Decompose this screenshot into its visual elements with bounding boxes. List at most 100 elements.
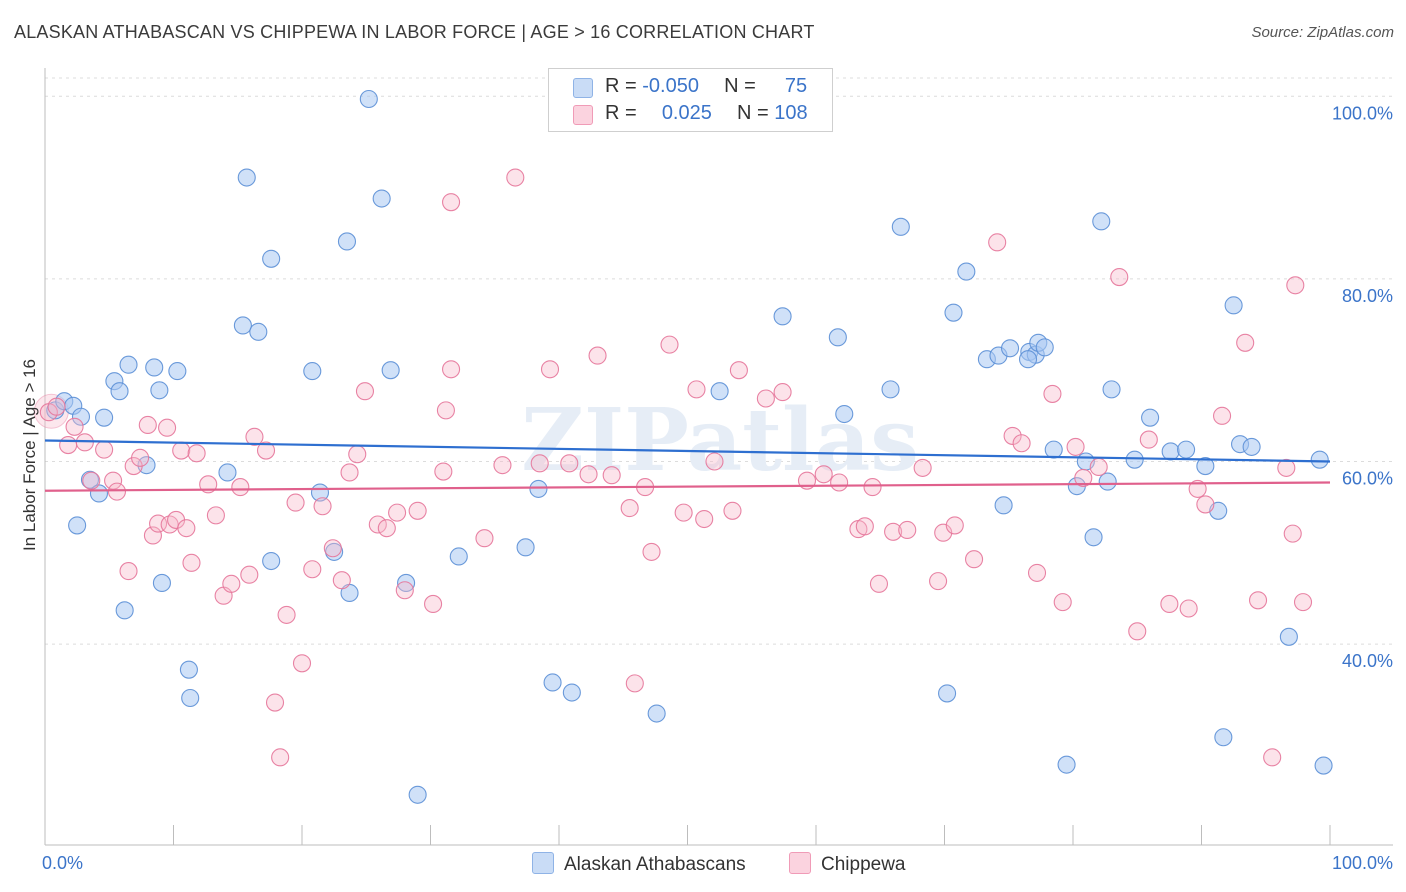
- chippewa-point: [1066, 437, 1085, 456]
- chippewa-point: [240, 565, 259, 584]
- athabascan-point: [249, 322, 268, 341]
- chippewa-point: [1277, 458, 1296, 477]
- legend-swatch-pink: [573, 105, 593, 125]
- chippewa-point: [579, 465, 598, 484]
- chippewa-point: [1003, 426, 1022, 445]
- athabascan-point: [115, 601, 134, 620]
- chippewa-point: [988, 233, 1007, 252]
- athabascan-point: [181, 688, 200, 708]
- athabascan-point: [262, 249, 281, 268]
- chippewa-point: [1027, 563, 1047, 582]
- athabascan-point: [68, 516, 87, 535]
- chippewa-point: [245, 427, 264, 446]
- chippewa-point: [540, 360, 560, 379]
- athabascan-point: [381, 361, 400, 380]
- athabascan-point: [1057, 755, 1076, 774]
- correlation-legend: R = -0.050 N = 75 R = 0.025 N = 108: [548, 68, 833, 132]
- athabascan-point: [262, 551, 281, 571]
- chippewa-point: [355, 382, 375, 401]
- chippewa-point: [660, 335, 679, 354]
- chippewa-point: [625, 674, 644, 693]
- chart-title: ALASKAN ATHABASCAN VS CHIPPEWA IN LABOR …: [14, 22, 815, 42]
- chippewa-point: [292, 654, 312, 673]
- chippewa-point: [863, 478, 882, 497]
- chippewa-point: [1160, 594, 1179, 613]
- athabascan-point: [828, 328, 847, 347]
- chippewa-point: [1043, 384, 1062, 403]
- chippewa-point: [231, 478, 250, 497]
- chippewa-point: [1286, 276, 1305, 295]
- chippewa-point: [434, 462, 453, 481]
- athabascan-point: [80, 470, 100, 489]
- athabascan-point: [1196, 457, 1215, 476]
- legend-r-value: -0.050: [642, 75, 699, 97]
- athabascan-point: [1125, 450, 1144, 469]
- x-tick-label: 100.0%: [1332, 853, 1393, 873]
- athabascan-point: [1000, 339, 1020, 358]
- chippewa-point: [187, 444, 206, 463]
- chippewa-point: [143, 526, 162, 545]
- chippewa-point: [756, 389, 775, 408]
- athabascan-point: [835, 404, 854, 424]
- athabascan-point: [233, 316, 252, 335]
- athabascan-point: [137, 456, 156, 475]
- chippewa-trend-line: [44, 481, 1331, 492]
- athabascan-point: [1018, 350, 1038, 369]
- chippewa-point: [1248, 591, 1268, 610]
- chippewa-point: [424, 594, 443, 613]
- chippewa-point: [158, 418, 177, 437]
- athabascan-point: [71, 407, 91, 426]
- chippewa-point: [588, 346, 607, 365]
- legend-n-label: N =: [724, 75, 756, 97]
- chippewa-point: [729, 361, 748, 380]
- chippewa-point: [560, 454, 579, 473]
- chippewa-point: [177, 519, 196, 538]
- athabascan-point: [529, 479, 548, 498]
- athabascan-point: [957, 262, 976, 281]
- chippewa-point: [869, 574, 889, 593]
- athabascan-point: [1092, 212, 1111, 231]
- y-tick-label: 100.0%: [1332, 103, 1393, 123]
- athabascan-point: [994, 496, 1013, 515]
- athabascan-point: [303, 362, 322, 381]
- athabascan-point: [1279, 627, 1298, 646]
- bottom-legend-athabascan: Alaskan Athabascans: [532, 852, 746, 876]
- athabascan-point: [1161, 442, 1180, 461]
- legend-n-value: 108: [774, 102, 808, 124]
- athabascan-point: [449, 547, 468, 566]
- athabascan-point: [237, 168, 256, 187]
- chippewa-point: [695, 509, 714, 529]
- y-tick-label: 80.0%: [1342, 286, 1393, 306]
- legend-label: Alaskan Athabascans: [564, 854, 746, 875]
- chippewa-point: [172, 441, 191, 460]
- chippewa-point: [395, 581, 414, 600]
- chippewa-point: [945, 516, 964, 535]
- chippewa-point: [1089, 457, 1108, 477]
- legend-r-label: R =: [605, 75, 637, 97]
- chippewa-point: [884, 522, 903, 541]
- athabascan-point: [152, 573, 171, 592]
- chippewa-point: [530, 454, 549, 473]
- chippewa-point: [1074, 468, 1093, 487]
- chippewa-point: [182, 553, 201, 572]
- athabascan-point: [1035, 338, 1054, 357]
- chippewa-point: [965, 550, 984, 569]
- chippewa-point: [388, 503, 407, 522]
- chippewa-point: [1293, 593, 1313, 612]
- legend-swatch-blue: [573, 78, 593, 98]
- y-tick-label: 60.0%: [1342, 469, 1393, 489]
- chippewa-point: [620, 499, 639, 518]
- chippewa-point: [408, 501, 427, 520]
- chippewa-point: [898, 520, 917, 540]
- chippewa-point: [929, 572, 948, 591]
- athabascan-point: [543, 673, 562, 692]
- athabascan-point: [359, 89, 378, 109]
- chippewa-point: [59, 436, 78, 455]
- athabascan-point: [1084, 528, 1103, 547]
- chippewa-point: [47, 397, 66, 416]
- athabascan-point: [1177, 440, 1196, 459]
- athabascan-point: [944, 303, 963, 322]
- athabascan-point: [647, 704, 666, 723]
- chippewa-point: [271, 748, 290, 767]
